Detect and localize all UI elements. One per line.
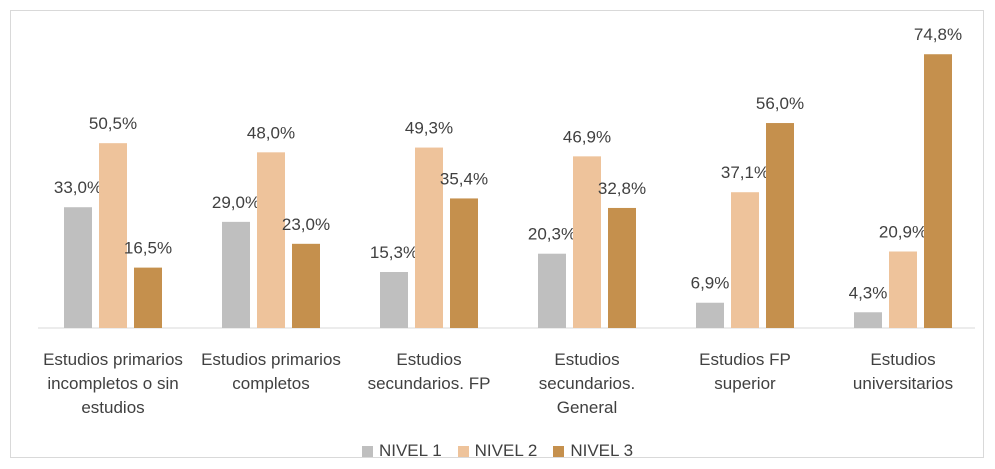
bar (889, 251, 917, 328)
bar (608, 207, 636, 328)
legend-item: NIVEL 1 (361, 441, 442, 461)
bar (766, 123, 794, 328)
legend-label: NIVEL 2 (474, 441, 538, 460)
data-label: 20,9% (879, 223, 927, 242)
data-label: 23,0% (282, 215, 330, 234)
data-label: 15,3% (370, 243, 418, 262)
data-label: 29,0% (212, 193, 260, 212)
bar (222, 221, 250, 328)
bar (257, 152, 285, 328)
data-label: 35,4% (440, 169, 488, 188)
bar (696, 302, 724, 328)
x-tick-label: Estudios FP superior (699, 350, 791, 393)
bar (64, 207, 92, 328)
data-label: 46,9% (563, 127, 611, 146)
data-label: 6,9% (691, 274, 730, 293)
data-label: 16,5% (124, 239, 172, 258)
legend-item: NIVEL 3 (553, 441, 633, 461)
bar (573, 156, 601, 328)
bar (380, 272, 408, 328)
legend-label: NIVEL 1 (378, 441, 442, 460)
bar (924, 54, 952, 329)
bar (450, 198, 478, 328)
bar (99, 143, 127, 328)
bar (415, 147, 443, 328)
data-label: 20,3% (528, 225, 576, 244)
data-label: 37,1% (721, 163, 769, 182)
bar (538, 253, 566, 328)
legend-label: NIVEL 3 (570, 441, 634, 460)
data-label: 33,0% (54, 178, 102, 197)
legend: NIVEL 1 NIVEL 2 NIVEL 3 (0, 441, 995, 461)
legend-swatch (361, 445, 373, 457)
data-label: 74,8% (914, 25, 962, 44)
x-tick-label: Estudios secundarios. General (538, 350, 636, 417)
chart-frame (10, 10, 984, 458)
x-tick-label: Estudios primarios incompletos o sin est… (43, 350, 183, 417)
legend-swatch (457, 445, 469, 457)
bar (134, 267, 162, 328)
x-tick-label: Estudios primarios completos (201, 350, 341, 393)
data-label: 50,5% (89, 114, 137, 133)
legend-swatch (553, 445, 565, 457)
x-tick-label: Estudios secundarios. FP (367, 350, 491, 393)
legend-item: NIVEL 2 (457, 441, 538, 461)
data-label: 32,8% (598, 179, 646, 198)
bar (292, 243, 320, 328)
data-label: 49,3% (405, 119, 453, 138)
x-tick-label: Estudios universitarios (852, 350, 954, 393)
data-label: 48,0% (247, 123, 295, 142)
bar (731, 192, 759, 328)
data-label: 56,0% (756, 94, 804, 113)
data-label: 4,3% (849, 283, 888, 302)
bar (854, 312, 882, 328)
